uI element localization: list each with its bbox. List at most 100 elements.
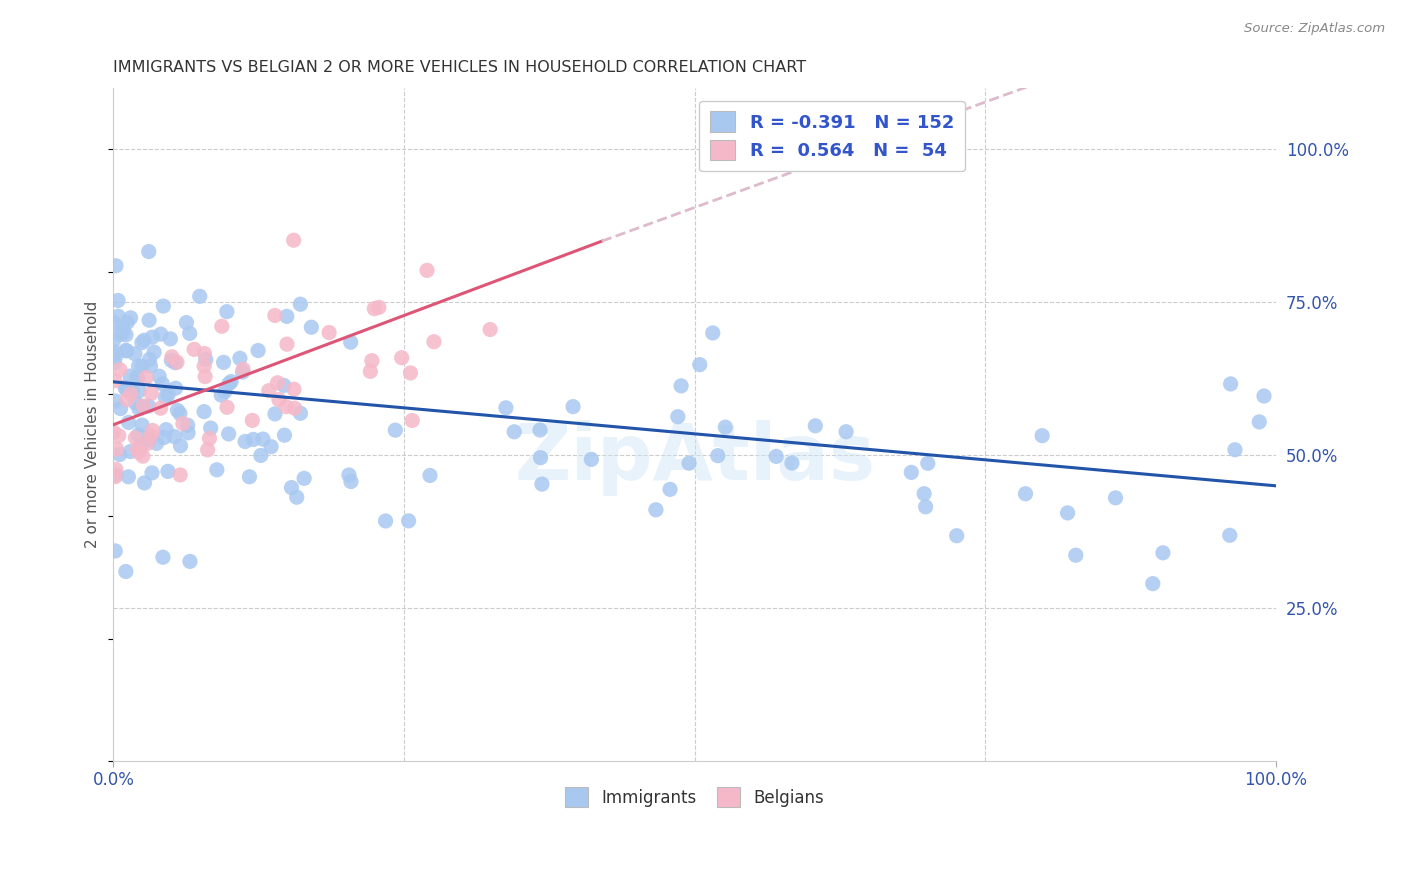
Point: [169, 467, 191, 482]
Point: [169, 407, 191, 421]
Point: [283, 233, 305, 247]
Point: [155, 423, 177, 437]
Point: [108, 448, 131, 462]
Text: Source: ZipAtlas.com: Source: ZipAtlas.com: [1244, 22, 1385, 36]
Point: [108, 362, 131, 376]
Point: [398, 514, 420, 528]
Point: [142, 424, 165, 438]
Point: [104, 259, 127, 273]
Point: [1249, 415, 1271, 429]
Point: [115, 343, 138, 358]
Point: [197, 442, 219, 457]
Point: [103, 333, 125, 347]
Point: [280, 481, 302, 495]
Point: [1056, 506, 1078, 520]
Point: [273, 378, 295, 392]
Point: [503, 425, 526, 439]
Point: [120, 369, 142, 384]
Point: [152, 299, 174, 313]
Text: IMMIGRANTS VS BELGIAN 2 OR MORE VEHICLES IN HOUSEHOLD CORRELATION CHART: IMMIGRANTS VS BELGIAN 2 OR MORE VEHICLES…: [114, 60, 807, 75]
Point: [110, 401, 132, 416]
Point: [188, 289, 211, 303]
Point: [165, 381, 187, 395]
Point: [284, 401, 307, 416]
Point: [252, 432, 274, 446]
Point: [1219, 528, 1241, 542]
Point: [138, 244, 160, 259]
Point: [218, 426, 240, 441]
Point: [143, 345, 166, 359]
Point: [240, 413, 263, 427]
Point: [107, 293, 129, 308]
Point: [212, 355, 235, 369]
Point: [340, 475, 363, 489]
Point: [1031, 428, 1053, 442]
Point: [131, 359, 153, 374]
Point: [276, 310, 298, 324]
Text: ZipAtlas: ZipAtlas: [515, 420, 876, 496]
Point: [111, 326, 134, 340]
Point: [105, 467, 128, 482]
Point: [194, 352, 217, 367]
Point: [1014, 487, 1036, 501]
Point: [1152, 546, 1174, 560]
Point: [115, 327, 138, 342]
Point: [179, 554, 201, 568]
Point: [359, 364, 381, 378]
Point: [361, 353, 384, 368]
Point: [155, 390, 177, 404]
Point: [266, 376, 288, 390]
Point: [229, 351, 252, 366]
Point: [128, 359, 150, 373]
Point: [124, 396, 146, 410]
Point: [193, 404, 215, 418]
Point: [581, 452, 603, 467]
Point: [121, 384, 143, 399]
Point: [1253, 389, 1275, 403]
Point: [104, 462, 127, 476]
Point: [141, 386, 163, 401]
Point: [149, 327, 172, 342]
Point: [260, 440, 283, 454]
Point: [1142, 576, 1164, 591]
Point: [104, 345, 127, 359]
Point: [765, 450, 787, 464]
Point: [159, 332, 181, 346]
Point: [138, 352, 160, 367]
Point: [299, 320, 322, 334]
Point: [193, 359, 215, 373]
Point: [1223, 442, 1246, 457]
Point: [104, 469, 127, 483]
Point: [780, 456, 803, 470]
Point: [141, 466, 163, 480]
Point: [135, 370, 157, 384]
Point: [209, 388, 232, 402]
Point: [124, 431, 146, 445]
Point: [273, 428, 295, 442]
Point: [115, 383, 138, 397]
Point: [127, 442, 149, 457]
Point: [120, 387, 142, 401]
Point: [529, 423, 551, 437]
Point: [1104, 491, 1126, 505]
Point: [337, 468, 360, 483]
Point: [128, 445, 150, 459]
Point: [131, 438, 153, 452]
Point: [214, 384, 236, 399]
Point: [132, 399, 155, 413]
Point: [183, 343, 205, 357]
Point: [128, 384, 150, 398]
Point: [139, 359, 162, 373]
Point: [103, 425, 125, 439]
Point: [111, 319, 134, 334]
Point: [945, 529, 967, 543]
Point: [139, 428, 162, 442]
Point: [479, 322, 502, 336]
Point: [218, 376, 240, 391]
Point: [401, 413, 423, 427]
Point: [215, 304, 238, 318]
Point: [115, 392, 138, 407]
Point: [157, 388, 180, 402]
Point: [179, 326, 201, 341]
Point: [127, 371, 149, 385]
